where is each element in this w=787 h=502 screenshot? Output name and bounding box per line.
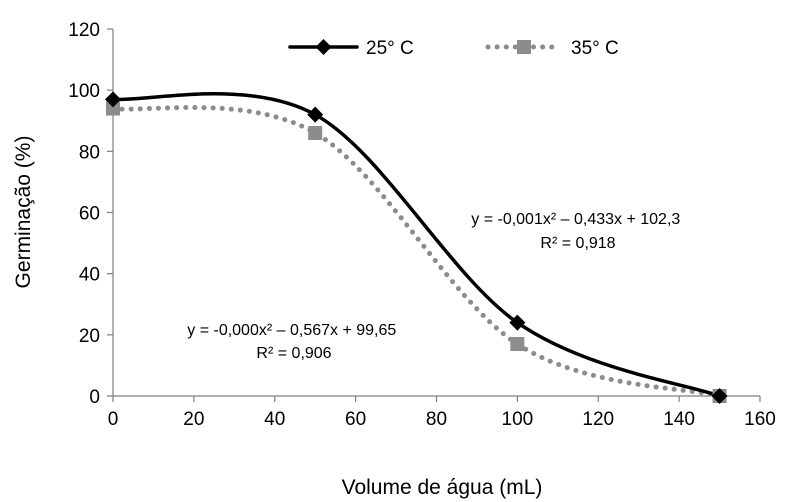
- data-point-1-0: [106, 101, 120, 116]
- legend-label-0: 25° C: [366, 38, 414, 59]
- series-line-0: [111, 92, 722, 398]
- y-tick-label: 120: [68, 20, 100, 41]
- x-axis-label: Volume de água (mL): [342, 476, 543, 499]
- x-tick-label: 80: [426, 409, 447, 430]
- y-tick-label: 80: [79, 142, 100, 163]
- equation-35c: y = -0,000x² – 0,567x + 99,65 R² = 0,906: [187, 322, 400, 362]
- axes: [107, 28, 761, 402]
- legend-marker-1: [517, 40, 531, 54]
- data-point-0-2: [509, 314, 526, 331]
- data-point-0-3: [711, 388, 728, 404]
- x-tick-label: 40: [264, 409, 285, 430]
- data-point-1-1: [308, 125, 323, 140]
- x-tick-label: 20: [183, 409, 204, 430]
- x-tick-label: 0: [108, 409, 119, 430]
- x-tick-label: 160: [744, 409, 776, 430]
- series-lines: [110, 92, 723, 399]
- y-tick-label: 40: [79, 265, 100, 286]
- legend-label-1: 35° C: [571, 38, 619, 59]
- data-point-0-1: [307, 106, 324, 123]
- y-tick-labels: 0 20 40 60 80 100 120: [68, 20, 100, 408]
- data-point-0-0: [105, 91, 121, 108]
- y-tick-label: 20: [79, 326, 100, 347]
- x-tick-label: 120: [582, 409, 614, 430]
- legend: 25° C 35° C: [288, 38, 619, 59]
- legend-marker-0: [315, 39, 332, 55]
- y-tick-label: 0: [89, 387, 100, 408]
- y-tick-label: 60: [79, 204, 100, 225]
- series-markers: [105, 91, 728, 404]
- series-line-1: [110, 104, 723, 399]
- equation-25c: y = -0,001x² – 0,433x + 102,3 R² = 0,918: [471, 211, 684, 252]
- data-point-1-2: [510, 337, 525, 352]
- x-tick-label: 60: [345, 409, 366, 430]
- y-tick-label: 100: [68, 81, 100, 102]
- x-tick-label: 140: [663, 409, 695, 430]
- y-axis-label: Germinação (%): [12, 136, 35, 289]
- x-tick-label: 100: [502, 409, 534, 430]
- x-tick-labels: 0 20 40 60 80 100 120 140 160: [108, 409, 776, 430]
